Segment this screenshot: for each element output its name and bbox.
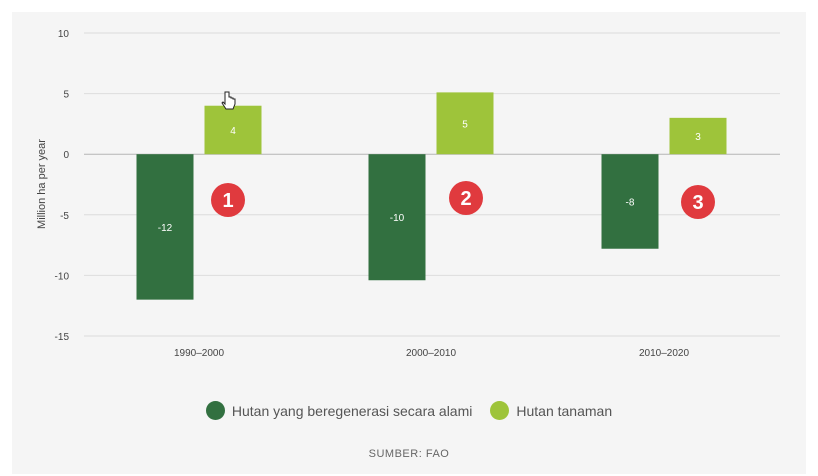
legend-item-natural[interactable]: Hutan yang beregenerasi secara alami bbox=[205, 401, 473, 420]
annotation-number: 3 bbox=[692, 192, 703, 214]
source-note: SUMBER: FAO bbox=[368, 448, 450, 460]
bar-natural bbox=[136, 154, 194, 300]
annotation-number: 2 bbox=[460, 188, 471, 210]
y-tick-label: -5 bbox=[60, 211, 69, 222]
chart-legend: Hutan yang beregenerasi secara alami Hut… bbox=[0, 401, 818, 420]
y-tick-label: -10 bbox=[55, 271, 70, 282]
legend-label-plantation: Hutan tanaman bbox=[516, 402, 613, 419]
bar-natural bbox=[368, 154, 426, 281]
bar-plantation bbox=[669, 117, 727, 155]
annotation-number: 1 bbox=[222, 190, 233, 212]
x-tick-label: 2000–2010 bbox=[406, 348, 456, 359]
y-tick-label: 10 bbox=[58, 29, 70, 40]
bar-value-label: 3 bbox=[695, 132, 701, 143]
legend-swatch-natural bbox=[205, 401, 225, 420]
bar-value-label: -12 bbox=[158, 223, 173, 234]
annotation-badge: 2 bbox=[449, 181, 483, 215]
annotation-circle bbox=[449, 181, 483, 215]
y-tick-label: 5 bbox=[63, 90, 69, 101]
bar-value-label: -10 bbox=[390, 213, 405, 224]
legend-swatch-plantation bbox=[490, 401, 510, 420]
legend-item-plantation[interactable]: Hutan tanaman bbox=[490, 401, 612, 420]
bar-value-label: -8 bbox=[626, 197, 635, 208]
annotation-badge: 1 bbox=[211, 183, 245, 217]
y-tick-label: -15 bbox=[55, 332, 70, 343]
bar-plantation bbox=[436, 92, 494, 155]
bar-value-label: 5 bbox=[462, 119, 468, 130]
annotation-circle bbox=[211, 183, 245, 217]
cursor-pointer-icon bbox=[221, 91, 236, 110]
y-tick-label: 0 bbox=[63, 150, 69, 161]
x-tick-label: 2010–2020 bbox=[639, 348, 689, 359]
annotation-circle bbox=[681, 185, 715, 219]
annotation-badge: 3 bbox=[681, 185, 715, 219]
bar-plantation bbox=[204, 105, 262, 155]
bar-value-label: 4 bbox=[230, 126, 236, 137]
legend-label-natural: Hutan yang beregenerasi secara alami bbox=[231, 402, 473, 419]
bar-natural bbox=[601, 154, 659, 249]
y-axis-label: Million ha per year bbox=[36, 139, 48, 229]
x-tick-label: 1990–2000 bbox=[174, 348, 224, 359]
